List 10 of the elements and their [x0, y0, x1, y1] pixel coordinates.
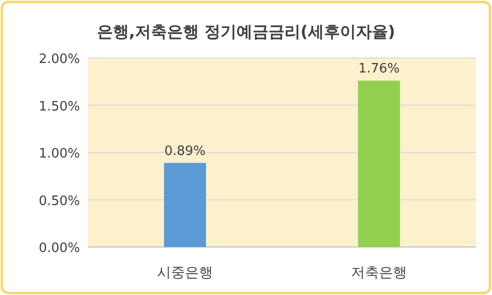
y-tick-label: 1.00%: [38, 146, 80, 162]
y-tick-label: 1.50%: [38, 99, 80, 114]
chart-title: 은행,저축은행 정기예금금리(세후이자율): [96, 22, 396, 41]
data-label: 1.76%: [358, 62, 400, 77]
y-tick-label: 2.00%: [38, 52, 80, 67]
data-label: 0.89%: [164, 144, 206, 159]
x-tick-label: 시중은행: [157, 265, 213, 281]
y-tick-label: 0.00%: [38, 241, 80, 256]
y-tick-label: 0.50%: [38, 194, 80, 209]
x-tick-label: 저축은행: [351, 265, 407, 281]
